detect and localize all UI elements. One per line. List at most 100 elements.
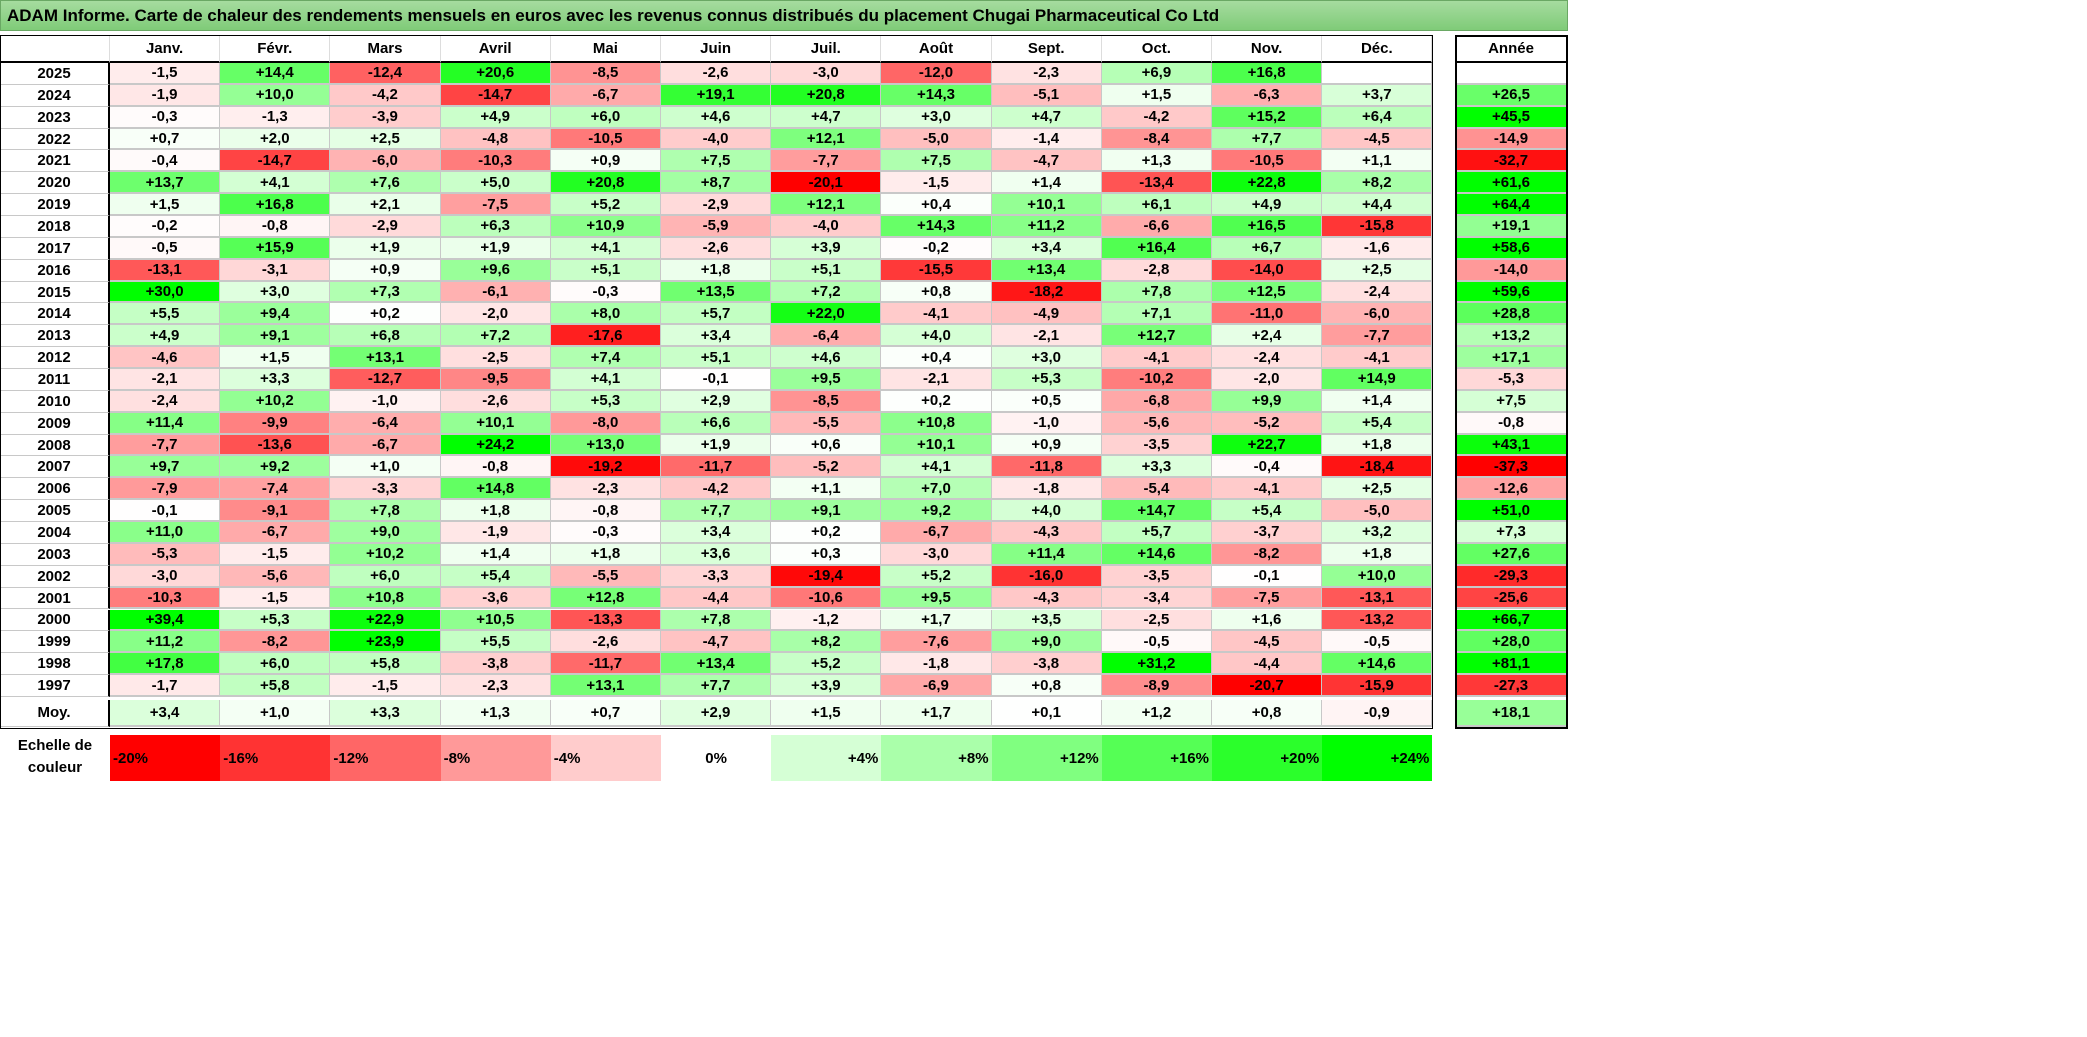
heatmap-cell: -14,7 <box>440 84 551 107</box>
heatmap-cell: +14,3 <box>881 84 992 107</box>
row-label: 2023 <box>0 106 110 129</box>
heatmap-cell: +7,4 <box>550 347 661 370</box>
heatmap-cell: +13,1 <box>550 675 661 697</box>
heatmap-cell: +8,0 <box>550 303 661 326</box>
annual-cell: +28,8 <box>1456 303 1567 326</box>
heatmap-cell: +23,9 <box>330 631 441 654</box>
heatmap-cell: +4,0 <box>881 325 992 348</box>
heatmap-cell: -12,7 <box>330 369 441 391</box>
heatmap-cell: +13,4 <box>991 259 1102 282</box>
heatmap-cell: -18,4 <box>1322 456 1433 479</box>
heatmap-cell: +1,3 <box>440 699 551 727</box>
heatmap-cell: +9,1 <box>771 500 882 523</box>
heatmap-cell: +2,9 <box>661 390 772 413</box>
heatmap-cell: +3,2 <box>1322 522 1433 544</box>
column-header: Juin <box>661 35 772 63</box>
heatmap-cell: +0,8 <box>991 675 1102 697</box>
heatmap-cell: +30,0 <box>110 281 221 304</box>
row-label: 2011 <box>0 369 110 391</box>
heatmap-cell: +3,9 <box>771 237 882 260</box>
heatmap-cell: -10,3 <box>110 587 221 610</box>
heatmap-cell: +3,9 <box>771 675 882 697</box>
heatmap-cell: +12,1 <box>771 128 882 151</box>
heatmap-cell: -14,7 <box>220 150 331 173</box>
heatmap-cell: -2,6 <box>440 390 551 413</box>
heatmap-cell: +5,1 <box>661 347 772 370</box>
heatmap-cell: -2,1 <box>110 369 221 391</box>
heatmap-cell: +17,8 <box>110 653 221 676</box>
heatmap-cell: -5,2 <box>1212 412 1323 435</box>
heatmap-cell: -19,2 <box>550 456 661 479</box>
heatmap-cell: -1,0 <box>330 390 441 413</box>
heatmap-cell: +13,7 <box>110 172 221 195</box>
heatmap-cell: +2,1 <box>330 194 441 217</box>
heatmap-cell: +0,9 <box>991 434 1102 457</box>
heatmap-cell: +16,8 <box>1212 63 1323 85</box>
heatmap-cell: -15,9 <box>1322 675 1433 697</box>
heatmap-cell: +1,4 <box>991 172 1102 195</box>
heatmap-cell: -13,1 <box>110 259 221 282</box>
row-label: 2015 <box>0 281 110 304</box>
heatmap-cell: -3,8 <box>991 653 1102 676</box>
heatmap-cell: -0,8 <box>550 500 661 523</box>
heatmap-cell: -11,8 <box>991 456 1102 479</box>
heatmap-cell: +3,4 <box>661 325 772 348</box>
heatmap-cell: -2,5 <box>1101 609 1212 632</box>
heatmap-cell: -3,6 <box>440 587 551 610</box>
heatmap-cell: -4,9 <box>991 303 1102 326</box>
heatmap-cell: -4,2 <box>661 478 772 501</box>
heatmap-cell: +4,7 <box>991 106 1102 129</box>
heatmap-cell: +2,5 <box>330 128 441 151</box>
annual-header: Année <box>1456 35 1567 63</box>
heatmap-cell: +1,8 <box>1322 543 1433 566</box>
heatmap-cell: -2,6 <box>550 631 661 654</box>
heatmap-cell: -2,1 <box>991 325 1102 348</box>
heatmap-cell: +4,7 <box>771 106 882 129</box>
heatmap-cell: -4,1 <box>1212 478 1323 501</box>
heatmap-cell: +10,1 <box>991 194 1102 217</box>
heatmap-cell: -10,6 <box>771 587 882 610</box>
heatmap-cell: +9,2 <box>220 456 331 479</box>
heatmap-cell: +5,2 <box>550 194 661 217</box>
heatmap-cell: +3,3 <box>330 699 441 727</box>
heatmap-cell: +14,9 <box>1322 369 1433 391</box>
column-header: Déc. <box>1322 35 1433 63</box>
heatmap-cell: +1,8 <box>440 500 551 523</box>
heatmap-cell: +3,0 <box>881 106 992 129</box>
heatmap-cell: -6,7 <box>330 434 441 457</box>
heatmap-cell: +11,4 <box>110 412 221 435</box>
heatmap-cell: +15,2 <box>1212 106 1323 129</box>
row-label: 2009 <box>0 412 110 435</box>
heatmap-cell: -1,9 <box>110 84 221 107</box>
column-header: Nov. <box>1212 35 1323 63</box>
heatmap-cell: -6,7 <box>550 84 661 107</box>
heatmap-cell: -6,7 <box>220 522 331 544</box>
scale-step: +20% <box>1212 735 1323 781</box>
heatmap-cell: +10,1 <box>881 434 992 457</box>
annual-cell: -37,3 <box>1456 456 1567 479</box>
heatmap-cell: +10,9 <box>550 216 661 238</box>
annual-cell: +43,1 <box>1456 434 1567 457</box>
heatmap-cell: +0,2 <box>881 390 992 413</box>
column-header: Févr. <box>220 35 331 63</box>
heatmap-cell: -3,3 <box>661 565 772 588</box>
heatmap-cell: +1,7 <box>881 699 992 727</box>
heatmap-cell: +1,9 <box>330 237 441 260</box>
heatmap-cell: -7,5 <box>1212 587 1323 610</box>
heatmap-cell: -2,0 <box>1212 369 1323 391</box>
report-title: ADAM Informe. Carte de chaleur des rende… <box>0 0 1568 31</box>
row-label: 2005 <box>0 500 110 523</box>
row-label: 2007 <box>0 456 110 479</box>
heatmap-cell: -1,5 <box>881 172 992 195</box>
heatmap-cell: -15,5 <box>881 259 992 282</box>
heatmap-cell: +0,3 <box>771 543 882 566</box>
heatmap-cell: -0,5 <box>1322 631 1433 654</box>
heatmap-cell: -2,0 <box>440 303 551 326</box>
heatmap-cell: -0,1 <box>110 500 221 523</box>
heatmap-cell: +6,1 <box>1101 194 1212 217</box>
heatmap-cell: -0,5 <box>110 237 221 260</box>
annual-cell: -0,8 <box>1456 412 1567 435</box>
row-label: 2021 <box>0 150 110 173</box>
row-label: 2017 <box>0 237 110 260</box>
heatmap-cell: +10,0 <box>1322 565 1433 588</box>
